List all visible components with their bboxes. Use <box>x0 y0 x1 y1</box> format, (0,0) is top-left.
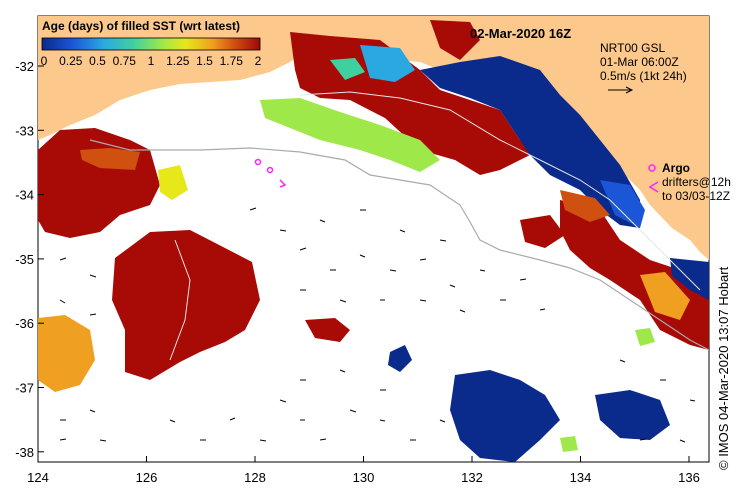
lime-dots-east <box>635 328 655 346</box>
colorbar-title: Age (days) of filled SST (wrt latest) <box>42 19 240 33</box>
fresh-fill-south <box>450 370 560 462</box>
green-patch <box>330 58 365 80</box>
credit-text: © IMOS 04-Mar-2020 13:07 Hobart <box>716 266 731 470</box>
old-fill-central <box>112 230 260 380</box>
orange-patch-west <box>80 148 140 170</box>
x-tick-label: 126 <box>136 470 158 485</box>
isobath-200m <box>89 139 709 351</box>
orange-patch-sw <box>38 315 95 392</box>
old-fill-patch <box>305 318 350 342</box>
old-fill-patch-2 <box>520 215 565 248</box>
orange-patch-east <box>560 190 610 222</box>
fresh-fill-south-2 <box>595 390 670 440</box>
fresh-fill-gulf <box>420 56 640 228</box>
y-tick-label: -37 <box>15 381 34 396</box>
colorbar-tick-label: 0 <box>41 54 48 68</box>
colorbar-ticks: 0 0.25 0.5 0.75 1 1.25 1.5 1.75 2 <box>41 54 262 68</box>
argo-legend-label: Argo <box>662 161 690 175</box>
orange-patch-se <box>640 272 690 320</box>
y-tick-label: -36 <box>15 316 34 331</box>
y-tick-label: -35 <box>15 252 34 267</box>
current-info-line2: 01-Mar 06:00Z <box>600 55 679 69</box>
y-tick-label: -38 <box>15 445 34 460</box>
x-tick-label: 124 <box>27 470 49 485</box>
current-vectors <box>59 207 696 443</box>
scale-arrow-icon <box>608 86 634 94</box>
fresh-fill-patch <box>388 345 412 372</box>
colorbar-tick-label: 0.25 <box>59 54 83 68</box>
drifters-legend-icon <box>648 181 659 193</box>
drifters-legend-line1: drifters@12h <box>662 175 731 189</box>
old-fill-patch-3 <box>430 20 480 60</box>
x-axis-ticks: 124 126 128 130 132 134 136 <box>27 456 700 485</box>
colorbar-tick-label: 2 <box>255 54 262 68</box>
current-info-line3: 0.5m/s (1kt 24h) <box>600 69 687 83</box>
cyan-patch <box>360 45 415 82</box>
colorbar-tick-label: 1.25 <box>166 54 190 68</box>
colorbar-tick-label: 0.75 <box>113 54 137 68</box>
lime-dots-south <box>560 436 578 452</box>
y-tick-label: -32 <box>15 59 34 74</box>
colorbar-tick-label: 1.5 <box>196 54 213 68</box>
map-title: 02-Mar-2020 16Z <box>470 26 571 41</box>
yellow-patch <box>158 165 188 200</box>
x-tick-label: 134 <box>570 470 592 485</box>
y-axis-ticks: -32 -33 -34 -35 -36 -37 -38 <box>15 59 44 460</box>
sst-contour-2 <box>169 239 191 361</box>
current-info-line1: NRT00 GSL <box>600 41 665 55</box>
argo-floats <box>254 158 287 188</box>
y-tick-label: -33 <box>15 123 34 138</box>
sst-contour <box>299 91 701 291</box>
fresh-fill-east <box>600 180 645 228</box>
colorbar-tick-label: 1 <box>148 54 155 68</box>
lime-patch <box>260 98 440 172</box>
x-tick-label: 132 <box>461 470 483 485</box>
colorbar <box>41 37 261 51</box>
y-tick-label: -34 <box>15 188 34 203</box>
colorbar-tick-label: 1.75 <box>220 54 244 68</box>
colorbar-tick-label: 0.5 <box>89 54 106 68</box>
x-tick-label: 128 <box>244 470 266 485</box>
argo-legend-icon <box>648 164 656 172</box>
x-tick-label: 136 <box>678 470 700 485</box>
drifters-legend-line2: to 03/03-12Z <box>662 189 730 203</box>
x-tick-label: 130 <box>353 470 375 485</box>
